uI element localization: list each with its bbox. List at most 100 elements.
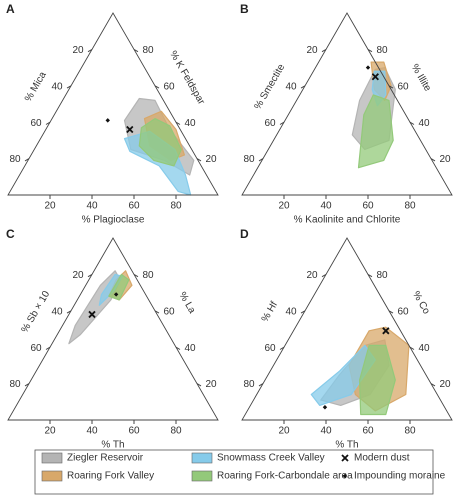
bottom-tick-label: 80 xyxy=(404,426,416,437)
left-tick-label: 40 xyxy=(51,306,63,317)
tick-mark xyxy=(300,85,306,89)
tick-mark xyxy=(154,310,160,314)
right-tick-label: 80 xyxy=(376,45,388,56)
left-tick-label: 80 xyxy=(243,379,255,390)
tick-mark xyxy=(196,383,202,387)
right-tick-label: 80 xyxy=(142,45,154,56)
modern-dust-marker xyxy=(88,310,96,319)
legend-label: Roaring Fork Valley xyxy=(67,471,154,482)
right-axis-label: % K Feldspar xyxy=(167,49,207,107)
left-tick-label: 20 xyxy=(306,270,318,281)
left-tick-label: 60 xyxy=(30,118,42,129)
modern-dust-marker xyxy=(382,327,390,335)
legend-label: Impounding moraine xyxy=(354,471,446,482)
region xyxy=(359,344,396,416)
region xyxy=(138,118,182,167)
right-axis-label: % Co xyxy=(410,290,432,317)
left-axis-label: % Sb × 10 xyxy=(20,289,53,335)
bottom-tick-label: 80 xyxy=(170,426,182,437)
tick-mark xyxy=(45,346,51,350)
bottom-tick-label: 60 xyxy=(128,426,140,437)
bottom-tick-label: 40 xyxy=(320,426,332,437)
tick-mark xyxy=(409,346,415,350)
moraine-marker xyxy=(365,65,371,70)
tick-mark xyxy=(87,48,93,53)
tick-mark xyxy=(258,383,264,387)
ternary-panel: 20 40 60 80 20 40 60 80 20 40 60 80 % Mica % K Feldsp… xyxy=(6,2,219,226)
tick-mark xyxy=(430,158,436,162)
right-tick-label: 20 xyxy=(205,154,217,165)
right-tick-label: 40 xyxy=(418,343,430,354)
triangle-frame xyxy=(241,237,453,421)
legend-label: Modern dust xyxy=(354,453,410,464)
bottom-tick-label: 60 xyxy=(362,201,374,212)
tick-mark xyxy=(66,85,72,89)
right-axis-label: % Illite xyxy=(409,62,433,93)
right-tick-label: 40 xyxy=(184,343,196,354)
tick-mark xyxy=(175,346,181,350)
triangle-frame xyxy=(241,12,453,196)
tick-mark xyxy=(388,310,394,314)
right-tick-label: 20 xyxy=(205,379,217,390)
left-tick-label: 60 xyxy=(30,343,42,354)
tick-mark xyxy=(175,121,181,125)
left-tick-label: 40 xyxy=(51,81,63,92)
tick-mark xyxy=(279,346,285,350)
legend-symbol xyxy=(341,454,349,462)
tick-mark xyxy=(430,383,436,387)
tick-mark xyxy=(367,48,373,53)
legend-label: Ziegler Reservoir xyxy=(67,453,144,464)
bottom-tick-label: 60 xyxy=(362,426,374,437)
modern-dust-marker xyxy=(371,73,379,81)
tick-mark xyxy=(367,273,373,278)
right-axis-label: % La xyxy=(176,290,197,316)
right-tick-label: 60 xyxy=(163,81,175,92)
right-tick-label: 60 xyxy=(397,81,409,92)
legend-swatch xyxy=(41,452,63,464)
legend-label: Snowmass Creek Valley xyxy=(217,453,325,464)
bottom-tick-label: 20 xyxy=(44,201,56,212)
bottom-tick-label: 80 xyxy=(404,201,416,212)
tick-mark xyxy=(24,158,30,162)
right-tick-label: 40 xyxy=(184,118,196,129)
legend-box xyxy=(34,449,434,495)
panel-label: B xyxy=(240,2,249,16)
legend-symbol xyxy=(342,473,348,479)
left-tick-label: 20 xyxy=(306,45,318,56)
panel-label: D xyxy=(240,227,249,241)
bottom-tick-label: 60 xyxy=(128,201,140,212)
panel-label: A xyxy=(6,2,15,16)
region xyxy=(108,273,130,301)
bottom-tick-label: 40 xyxy=(86,201,98,212)
tick-mark xyxy=(258,158,264,162)
left-axis-label: % Hf xyxy=(260,300,280,324)
triangle-frame xyxy=(7,237,219,421)
left-tick-label: 80 xyxy=(9,379,21,390)
tick-mark xyxy=(24,383,30,387)
legend-swatch xyxy=(191,470,213,482)
bottom-axis-label: % Plagioclase xyxy=(82,215,145,226)
moraine-marker xyxy=(105,118,110,123)
tick-mark xyxy=(87,273,93,278)
left-tick-label: 80 xyxy=(243,154,255,165)
bottom-tick-label: 20 xyxy=(44,426,56,437)
right-tick-label: 60 xyxy=(163,306,175,317)
tick-mark xyxy=(300,310,306,314)
tick-mark xyxy=(279,121,285,125)
right-tick-label: 80 xyxy=(142,270,154,281)
bottom-axis-label: % Th xyxy=(335,440,358,451)
right-tick-label: 20 xyxy=(439,154,451,165)
bottom-tick-label: 80 xyxy=(170,201,182,212)
right-tick-label: 80 xyxy=(376,270,388,281)
legend-swatch xyxy=(191,452,213,464)
ternary-panel: 20 40 60 80 20 40 60 80 20 40 60 80 % Hf % Co % Th D xyxy=(240,227,453,451)
ternary-panel: 20 40 60 80 20 40 60 80 20 40 60 80 % Sb × 10 % La % T… xyxy=(6,227,219,451)
left-tick-label: 60 xyxy=(264,343,276,354)
bottom-tick-label: 40 xyxy=(86,426,98,437)
tick-mark xyxy=(321,273,327,278)
region xyxy=(357,94,394,169)
ternary-panel: 20 40 60 80 20 40 60 80 20 40 60 80 % Smectite % Illi… xyxy=(240,2,453,226)
left-axis-label: % Smectite xyxy=(252,62,287,112)
right-tick-label: 40 xyxy=(418,118,430,129)
left-tick-label: 20 xyxy=(72,270,84,281)
